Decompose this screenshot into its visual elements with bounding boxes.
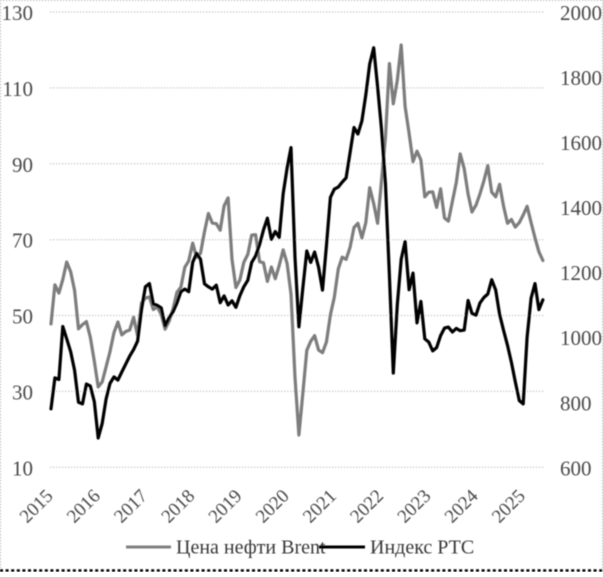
svg-text:130: 130 [2,1,34,25]
svg-text:600: 600 [560,456,592,480]
svg-text:800: 800 [560,391,592,415]
svg-text:1400: 1400 [560,196,602,220]
svg-text:30: 30 [12,380,33,404]
svg-text:1000: 1000 [560,326,602,350]
svg-text:10: 10 [12,456,33,480]
svg-text:Цена нефти Brent: Цена нефти Brent [176,537,326,559]
svg-text:90: 90 [12,153,33,177]
svg-text:Индекс РТС: Индекс РТС [370,537,474,559]
svg-text:1800: 1800 [560,66,602,90]
svg-text:1600: 1600 [560,131,602,155]
svg-text:1200: 1200 [560,261,602,285]
svg-text:110: 110 [2,77,33,101]
svg-text:2000: 2000 [560,1,602,25]
svg-text:70: 70 [12,229,33,253]
svg-text:50: 50 [12,305,33,329]
